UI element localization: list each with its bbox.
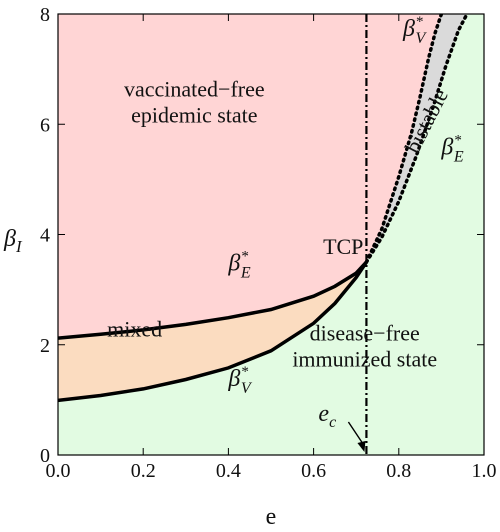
y-tick-label: 6 bbox=[40, 114, 50, 136]
curve-label: β* E bbox=[440, 133, 463, 166]
curve-label-sub: V bbox=[241, 380, 253, 397]
ec-label-sub: c bbox=[329, 414, 336, 431]
curve-label-sup: * bbox=[241, 248, 249, 264]
curve-labels: β* Eβ* Vβ* Vβ* E bbox=[227, 14, 463, 397]
region-label: mixed bbox=[107, 316, 162, 341]
x-axis-label: e bbox=[266, 504, 277, 530]
beta-e-dotted-curve bbox=[364, 14, 469, 264]
beta-e-solid-curve bbox=[58, 260, 368, 340]
y-ticks: 0 2 4 6 8 bbox=[40, 4, 484, 467]
y-axis-label-base: β bbox=[3, 226, 16, 252]
x-tick-label: 1.0 bbox=[472, 460, 497, 482]
y-tick-label: 0 bbox=[40, 445, 50, 467]
beta-v-solid-curve bbox=[58, 261, 368, 403]
region-label-line: mixed bbox=[107, 316, 162, 341]
region-label-line: vaccinated−free bbox=[124, 77, 265, 102]
curve-label-sub: E bbox=[453, 149, 464, 166]
ec-annotation: ec bbox=[318, 401, 366, 452]
ec-label-base: e bbox=[318, 401, 329, 427]
epidemic-region bbox=[58, 14, 442, 339]
mixed-region bbox=[58, 262, 367, 401]
curve-label-sup: * bbox=[416, 14, 424, 30]
ec-arrow-head bbox=[357, 441, 366, 452]
plot-area bbox=[58, 14, 484, 455]
x-axis: 0.0 0.2 0.4 0.6 0.8 1.0 e bbox=[46, 14, 497, 530]
y-axis-label: βI bbox=[3, 226, 23, 256]
ec-label: ec bbox=[318, 401, 336, 431]
curve-label: β* E bbox=[227, 248, 250, 281]
x-tick-label: 0.6 bbox=[301, 460, 326, 482]
x-ticks: 0.0 0.2 0.4 0.6 0.8 1.0 bbox=[46, 14, 497, 482]
curve-label: β* V bbox=[227, 364, 252, 397]
curve-label: β* V bbox=[402, 14, 427, 47]
x-tick-label: 0.4 bbox=[216, 460, 241, 482]
y-tick-label: 8 bbox=[40, 4, 50, 26]
region-label-line: disease−free bbox=[310, 320, 420, 345]
beta-v-dotted-curve bbox=[364, 14, 444, 264]
region-label-line: epidemic state bbox=[131, 103, 257, 128]
y-tick-label: 4 bbox=[40, 225, 50, 247]
region-label-line: immunized state bbox=[292, 346, 437, 371]
region-label: vaccinated−free epidemic state bbox=[124, 77, 265, 128]
y-axis-label-sub: I bbox=[15, 237, 23, 256]
region-label: disease−free immunized state bbox=[292, 320, 437, 371]
y-tick-label: 2 bbox=[40, 335, 50, 357]
x-tick-label: 0.0 bbox=[46, 460, 71, 482]
curve-label-base: β bbox=[227, 250, 240, 276]
curve-label-sup: * bbox=[454, 133, 462, 149]
curve-label-sub: V bbox=[416, 30, 428, 47]
curve-label-base: β bbox=[227, 366, 240, 392]
tcp-label: TCP bbox=[323, 234, 363, 259]
x-tick-label: 0.8 bbox=[386, 460, 411, 482]
curve-label-base: β bbox=[402, 16, 415, 42]
curve-label-sub: E bbox=[240, 264, 251, 281]
curve-label-base: β bbox=[440, 135, 453, 161]
curve-label-sup: * bbox=[241, 364, 249, 380]
x-tick-label: 0.2 bbox=[131, 460, 156, 482]
